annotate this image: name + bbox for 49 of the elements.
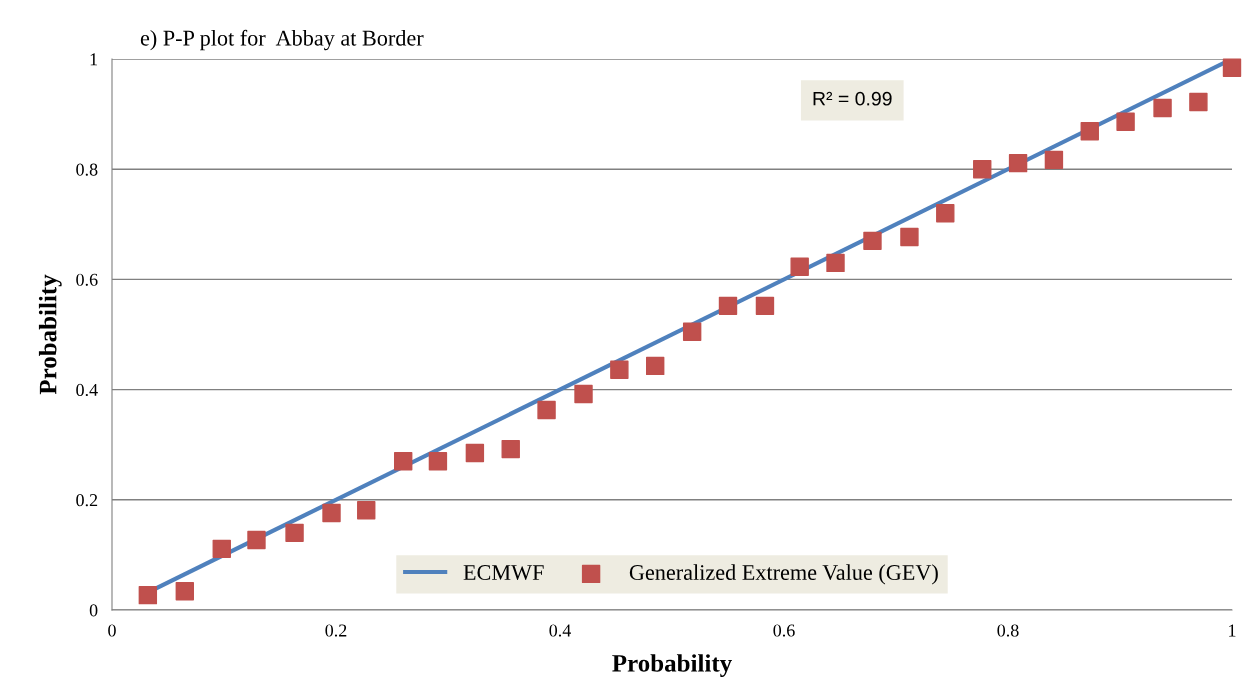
y-tick-label: 0.2 — [76, 494, 98, 507]
point — [574, 384, 593, 404]
point — [357, 501, 376, 520]
point — [610, 360, 629, 379]
point — [1189, 92, 1208, 112]
x-tick-label: 0.2 — [325, 624, 347, 637]
point — [322, 503, 341, 523]
x-tick-label: 0.6 — [773, 624, 795, 637]
y-tick-label: 1 — [90, 53, 98, 66]
point — [645, 356, 665, 376]
x-tick-label: 0 — [108, 624, 116, 637]
point — [682, 322, 702, 341]
x-axis-title: Probability — [612, 654, 732, 677]
x-tick-label: 0.8 — [997, 624, 1019, 637]
point — [1222, 58, 1242, 78]
point — [790, 257, 809, 276]
point — [212, 539, 231, 559]
point — [247, 530, 266, 550]
point — [1080, 121, 1099, 141]
point — [285, 523, 304, 543]
point — [900, 227, 919, 247]
x-tick-label: 1 — [1229, 624, 1236, 637]
point — [1008, 153, 1028, 173]
point — [393, 452, 413, 471]
y-tick-label: 0 — [89, 604, 98, 617]
point — [1116, 112, 1135, 132]
legend-label: ECMWF — [463, 565, 544, 581]
x-tick-label: 0.4 — [549, 624, 571, 637]
chart-title: e) P-P plot for Abbay at Border — [140, 29, 424, 51]
point — [718, 296, 738, 316]
point — [973, 159, 992, 179]
point — [826, 253, 845, 273]
y-axis-title: Probability — [38, 274, 62, 395]
y-tick-label: 0.8 — [76, 163, 98, 176]
point — [863, 231, 882, 251]
point — [138, 585, 158, 605]
y-tick-label: 0.6 — [76, 273, 98, 286]
point — [936, 204, 955, 223]
point — [501, 439, 520, 459]
point — [537, 400, 556, 420]
point — [755, 296, 775, 316]
point — [1153, 98, 1172, 118]
point — [465, 443, 485, 463]
legend-label: Generalized Extreme Value (GEV) — [629, 564, 938, 585]
y-tick-label: 0.4 — [76, 383, 98, 397]
annotation: R² = 0.99 — [813, 91, 892, 106]
point — [1044, 150, 1064, 170]
point — [428, 452, 448, 471]
point — [175, 582, 195, 601]
